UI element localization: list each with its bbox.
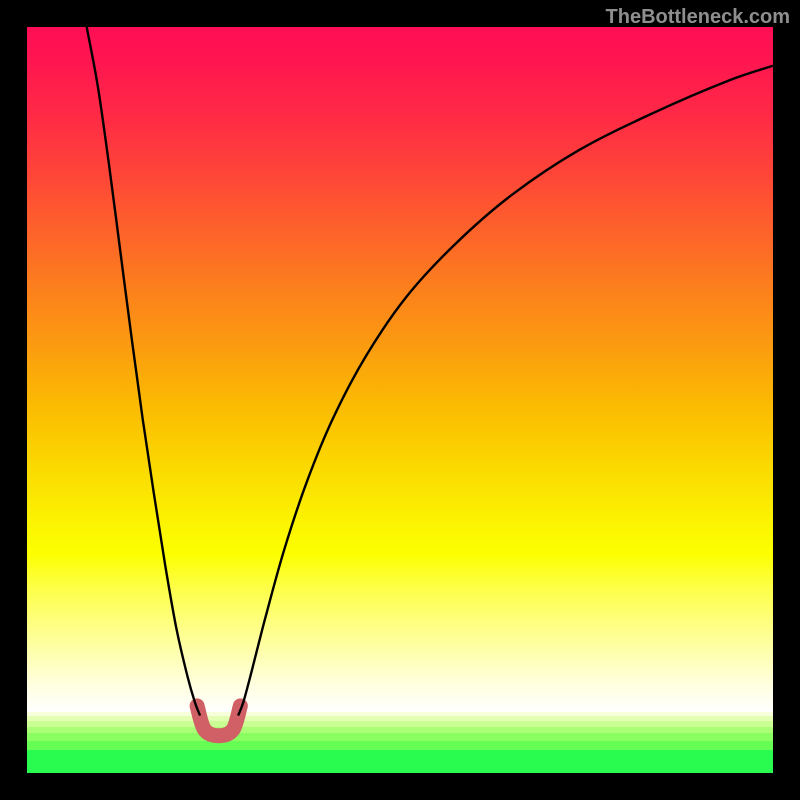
chart-curves [27, 27, 773, 773]
watermark-text: TheBottleneck.com [606, 6, 790, 29]
bottleneck-curve-left [87, 27, 200, 716]
plot-area [27, 27, 773, 773]
bottleneck-curve-right [238, 66, 773, 716]
chart-root: TheBottleneck.com [0, 0, 800, 800]
optimal-marker [197, 706, 240, 736]
